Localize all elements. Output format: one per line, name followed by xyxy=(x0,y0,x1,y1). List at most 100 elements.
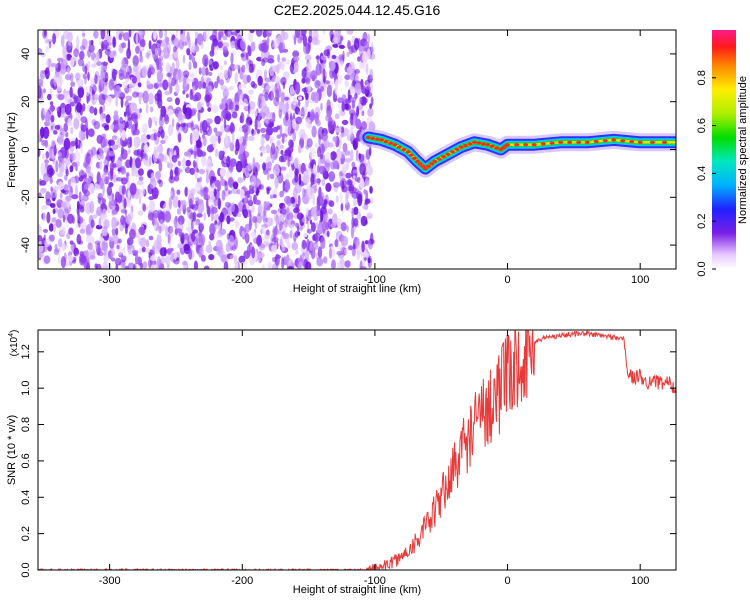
noise-blob xyxy=(88,43,95,53)
x-tick-label: 100 xyxy=(631,274,649,286)
noise-blob xyxy=(301,68,307,79)
noise-blob xyxy=(138,92,142,105)
noise-blob xyxy=(120,208,127,214)
noise-blob xyxy=(111,193,115,200)
noise-blob xyxy=(211,42,215,54)
noise-blob xyxy=(238,153,244,160)
noise-blob xyxy=(238,126,243,133)
noise-blob xyxy=(92,214,98,219)
noise-blob xyxy=(197,101,202,111)
noise-blob xyxy=(203,186,209,193)
noise-blob xyxy=(82,103,86,112)
noise-blob xyxy=(64,158,70,167)
noise-blob xyxy=(70,242,74,255)
noise-blob xyxy=(366,85,371,93)
noise-blob xyxy=(108,79,115,91)
noise-blob xyxy=(240,90,244,100)
signal-peak xyxy=(480,142,486,146)
noise-blob xyxy=(177,160,181,167)
noise-blob xyxy=(88,40,92,46)
noise-blob xyxy=(186,189,193,195)
noise-blob xyxy=(197,201,205,214)
noise-blob xyxy=(269,194,274,199)
noise-blob xyxy=(198,231,202,236)
noise-blob xyxy=(75,253,79,260)
noise-blob xyxy=(302,173,310,186)
noise-blob xyxy=(119,131,123,137)
noise-blob xyxy=(334,239,339,248)
noise-blob xyxy=(78,191,82,203)
noise-blob xyxy=(311,125,317,138)
noise-blob xyxy=(132,30,135,35)
noise-blob xyxy=(247,162,253,172)
noise-blob xyxy=(357,56,361,62)
noise-blob xyxy=(111,227,117,237)
noise-blob xyxy=(101,173,107,185)
noise-blob xyxy=(264,77,272,83)
noise-blob xyxy=(340,222,347,232)
noise-blob xyxy=(342,142,348,153)
noise-blob xyxy=(334,79,339,91)
noise-blob xyxy=(40,187,47,194)
noise-blob xyxy=(353,72,359,83)
noise-blob xyxy=(205,118,213,125)
noise-blob xyxy=(313,91,320,104)
noise-blob xyxy=(252,83,258,89)
noise-blob xyxy=(259,100,267,113)
noise-blob xyxy=(102,103,106,112)
noise-blob xyxy=(223,60,227,65)
noise-blob xyxy=(59,63,67,76)
noise-blob xyxy=(282,221,287,233)
noise-blob xyxy=(133,149,141,156)
noise-blob xyxy=(169,226,174,239)
noise-blob xyxy=(122,246,126,254)
noise-blob xyxy=(156,145,164,153)
noise-blob xyxy=(273,164,280,176)
noise-blob xyxy=(77,78,84,88)
noise-blob xyxy=(283,179,291,193)
noise-blob xyxy=(137,168,144,176)
noise-blob xyxy=(152,209,160,219)
noise-blob xyxy=(126,71,130,79)
noise-blob xyxy=(108,182,114,188)
noise-blob xyxy=(124,209,128,216)
snr-multiplier-base: (x10 xyxy=(9,336,20,356)
noise-blob xyxy=(74,96,82,104)
signal-peak xyxy=(471,140,477,144)
noise-blob xyxy=(244,135,248,142)
y-tick-label: 0.6 xyxy=(20,453,32,468)
noise-blob xyxy=(114,84,121,98)
signal-peak xyxy=(429,162,435,166)
noise-blob xyxy=(70,81,76,87)
noise-blob xyxy=(57,208,64,219)
noise-blob xyxy=(366,212,373,219)
noise-blob xyxy=(197,247,202,253)
noise-blob xyxy=(162,210,166,223)
noise-blob xyxy=(174,251,177,260)
noise-blob xyxy=(139,262,144,269)
noise-blob xyxy=(341,94,347,103)
noise-blob xyxy=(101,198,107,205)
noise-blob xyxy=(152,150,158,163)
y-tick-label: 20 xyxy=(20,96,32,108)
signal-peak xyxy=(576,140,582,144)
x-tick-label: -100 xyxy=(364,575,386,587)
noise-blob xyxy=(95,224,103,230)
noise-blob xyxy=(210,206,218,215)
noise-blob xyxy=(350,97,357,103)
noise-blob xyxy=(328,200,335,207)
noise-blob xyxy=(129,104,136,114)
noise-blob xyxy=(341,101,346,112)
noise-blob xyxy=(104,164,109,173)
noise-blob xyxy=(158,126,164,135)
noise-blob xyxy=(45,111,51,124)
noise-blob xyxy=(302,216,307,223)
noise-blob xyxy=(367,33,370,44)
noise-blob xyxy=(289,90,294,98)
noise-blob xyxy=(67,70,71,76)
noise-blob xyxy=(322,228,326,234)
noise-blob xyxy=(38,224,42,235)
noise-blob xyxy=(68,179,71,188)
noise-blob xyxy=(175,58,180,70)
noise-blob xyxy=(111,209,119,215)
